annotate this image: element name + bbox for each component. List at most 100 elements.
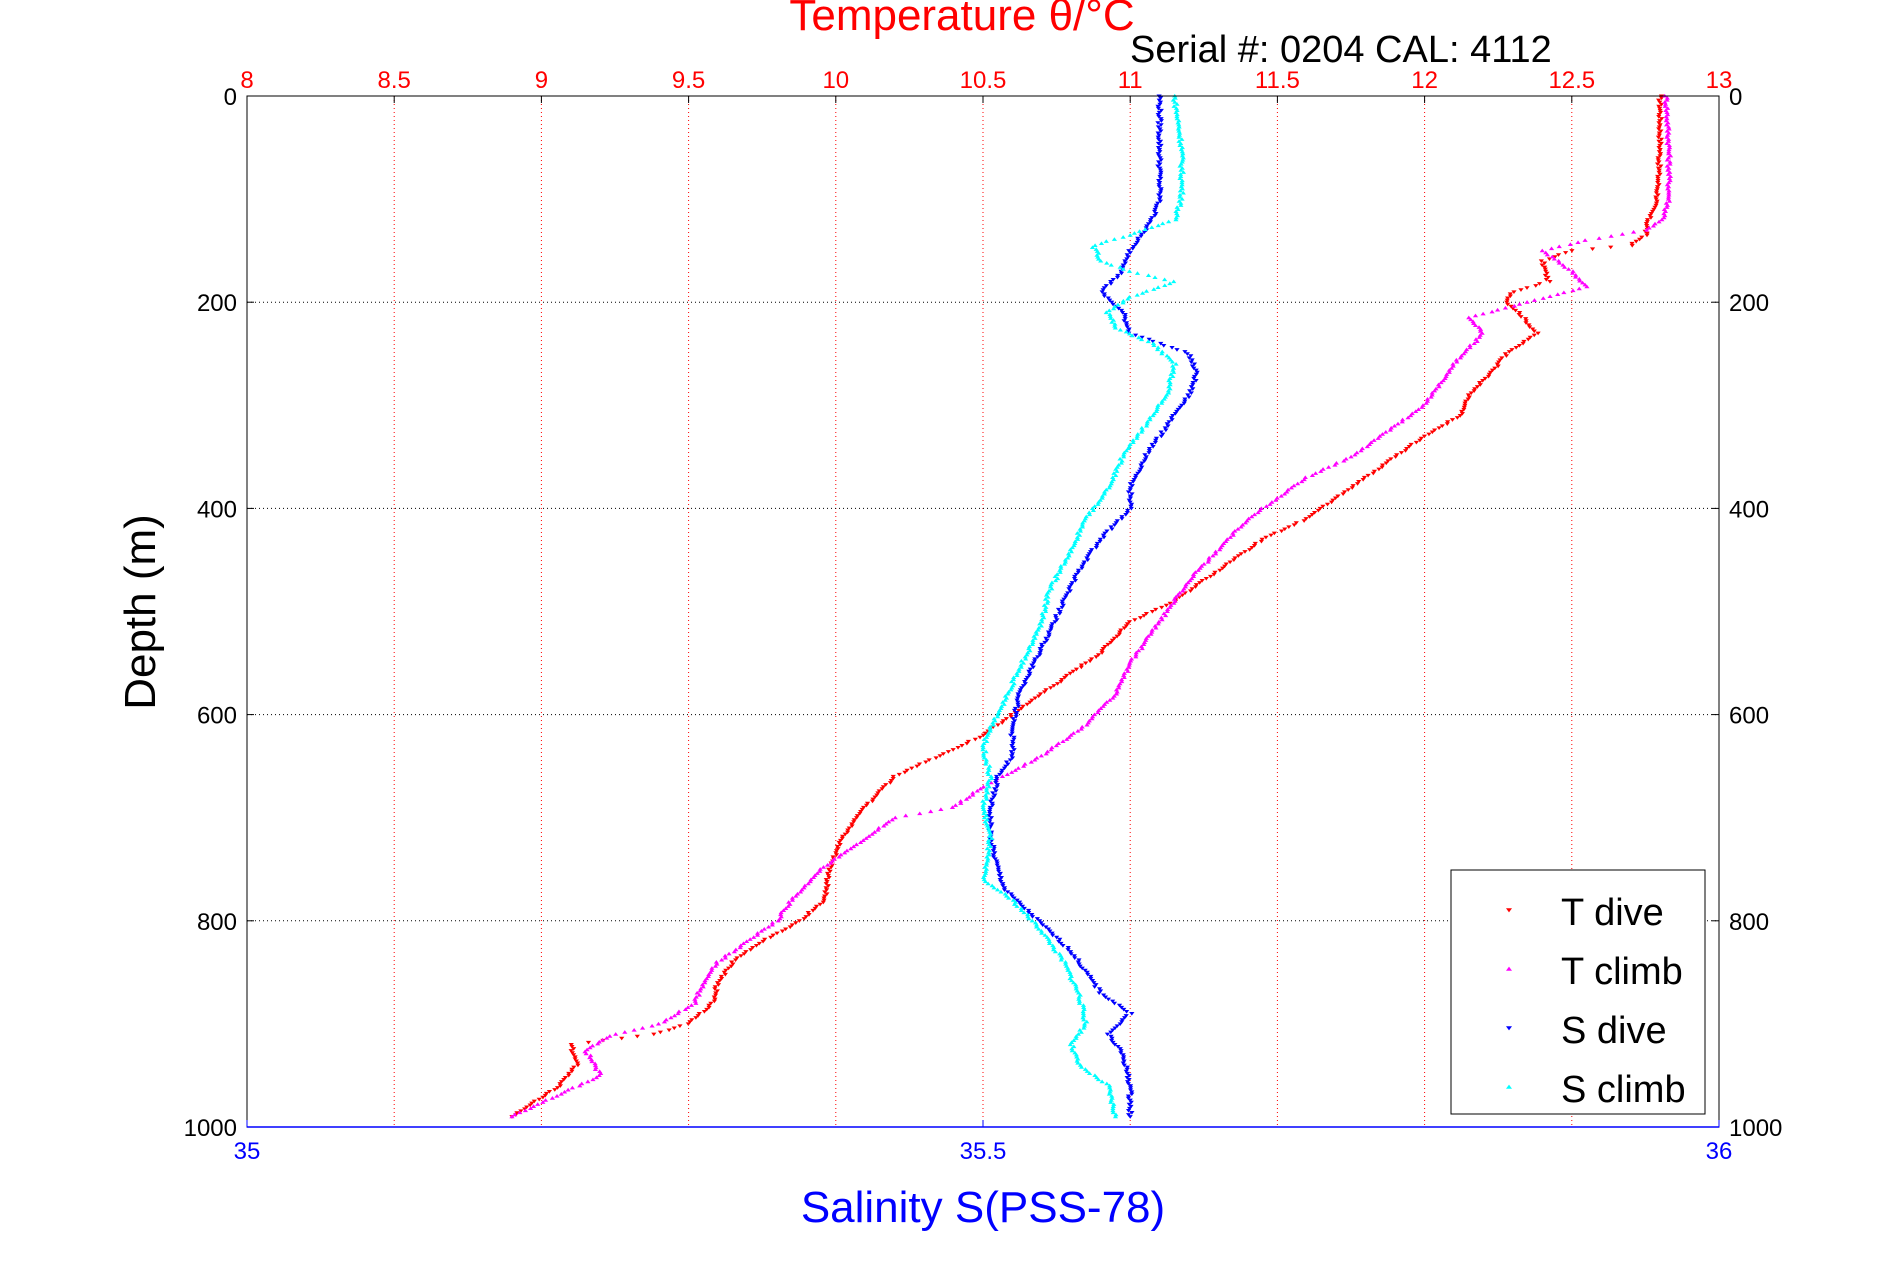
- data-point: [1114, 689, 1120, 694]
- data-point: [1478, 327, 1484, 331]
- data-point: [702, 978, 708, 983]
- data-point: [1511, 303, 1518, 308]
- data-point: [1179, 197, 1185, 201]
- data-point: [1156, 98, 1162, 103]
- y-axis-tick-label-right: 600: [1729, 703, 1769, 730]
- data-point: [1156, 154, 1162, 158]
- data-point: [1068, 583, 1074, 587]
- data-point: [1650, 223, 1657, 228]
- data-point: [989, 797, 995, 802]
- data-point: [1142, 453, 1148, 457]
- data-point: [1107, 698, 1113, 702]
- data-point: [993, 789, 999, 793]
- data-point: [1121, 1059, 1127, 1064]
- data-point: [1124, 1065, 1130, 1070]
- data-point: [1083, 661, 1089, 666]
- data-point: [1235, 526, 1241, 531]
- data-point: [1157, 102, 1163, 107]
- data-point: [1123, 321, 1130, 325]
- data-point: [692, 997, 698, 1001]
- data-point: [1569, 271, 1576, 275]
- data-point: [1076, 999, 1083, 1003]
- data-point: [1018, 706, 1025, 711]
- data-point: [1533, 284, 1539, 288]
- data-point: [1653, 195, 1659, 200]
- data-point: [1158, 189, 1164, 193]
- data-point: [1069, 1046, 1075, 1051]
- data-point: [1145, 222, 1152, 226]
- data-point: [1468, 317, 1474, 322]
- data-point: [848, 846, 854, 851]
- data-point: [1033, 922, 1040, 927]
- data-point: [1088, 976, 1094, 981]
- data-point: [1417, 438, 1423, 443]
- data-point: [719, 957, 725, 962]
- data-point: [1126, 620, 1133, 624]
- data-point: [793, 921, 799, 925]
- data-point: [999, 721, 1005, 725]
- data-point: [1545, 275, 1551, 280]
- data-point: [1664, 95, 1670, 100]
- grid-layer: [247, 96, 1719, 1127]
- data-point: [995, 723, 1001, 727]
- data-point: [1404, 447, 1410, 451]
- data-point: [1162, 283, 1168, 288]
- data-point: [1472, 313, 1479, 318]
- data-point: [838, 838, 844, 843]
- data-point: [1081, 1023, 1088, 1028]
- data-point: [992, 718, 998, 723]
- data-point: [1356, 480, 1362, 484]
- data-point: [1053, 578, 1059, 583]
- data-point: [1064, 673, 1070, 678]
- data-point: [1128, 1100, 1134, 1105]
- data-point: [1101, 491, 1108, 496]
- data-point: [1009, 756, 1016, 760]
- data-point: [1110, 302, 1116, 307]
- data-point: [1223, 539, 1229, 543]
- data-point: [1291, 523, 1297, 527]
- data-point: [1029, 915, 1036, 919]
- data-point: [1364, 444, 1370, 449]
- data-point: [1572, 274, 1579, 279]
- data-point: [1041, 615, 1047, 620]
- legend-marker: [1506, 1026, 1512, 1031]
- data-point: [1016, 708, 1022, 713]
- data-point: [1108, 280, 1114, 284]
- data-point: [569, 1045, 575, 1049]
- data-point: [1576, 276, 1582, 281]
- data-point: [1197, 581, 1203, 585]
- data-point: [985, 838, 992, 842]
- data-point: [982, 731, 989, 736]
- data-point: [1026, 916, 1032, 921]
- data-point: [1107, 312, 1113, 317]
- data-point: [1030, 640, 1036, 644]
- data-point: [988, 774, 994, 779]
- data-point: [1538, 259, 1544, 264]
- data-point: [1170, 366, 1177, 370]
- data-point: [592, 1063, 599, 1068]
- data-point: [1127, 251, 1133, 255]
- data-point: [1087, 659, 1093, 664]
- data-point: [1637, 237, 1643, 242]
- data-point: [1036, 926, 1042, 931]
- data-point: [1121, 675, 1127, 680]
- data-point: [1155, 141, 1162, 146]
- data-point: [1647, 214, 1653, 218]
- data-point: [554, 1086, 561, 1090]
- data-point: [1068, 733, 1074, 737]
- data-point: [985, 856, 991, 861]
- top-axis-tick-label: 12.5: [1548, 67, 1595, 94]
- data-point: [1658, 141, 1664, 146]
- data-point: [1147, 417, 1153, 422]
- data-point: [1573, 273, 1579, 277]
- data-point: [1043, 609, 1049, 614]
- data-point: [1507, 294, 1513, 299]
- data-point: [1043, 688, 1049, 692]
- data-point: [849, 822, 855, 826]
- data-point: [1037, 692, 1044, 697]
- data-point: [1072, 574, 1078, 579]
- data-point: [1278, 529, 1285, 534]
- data-point: [760, 939, 766, 944]
- data-point: [1142, 457, 1149, 461]
- data-point: [524, 1105, 530, 1110]
